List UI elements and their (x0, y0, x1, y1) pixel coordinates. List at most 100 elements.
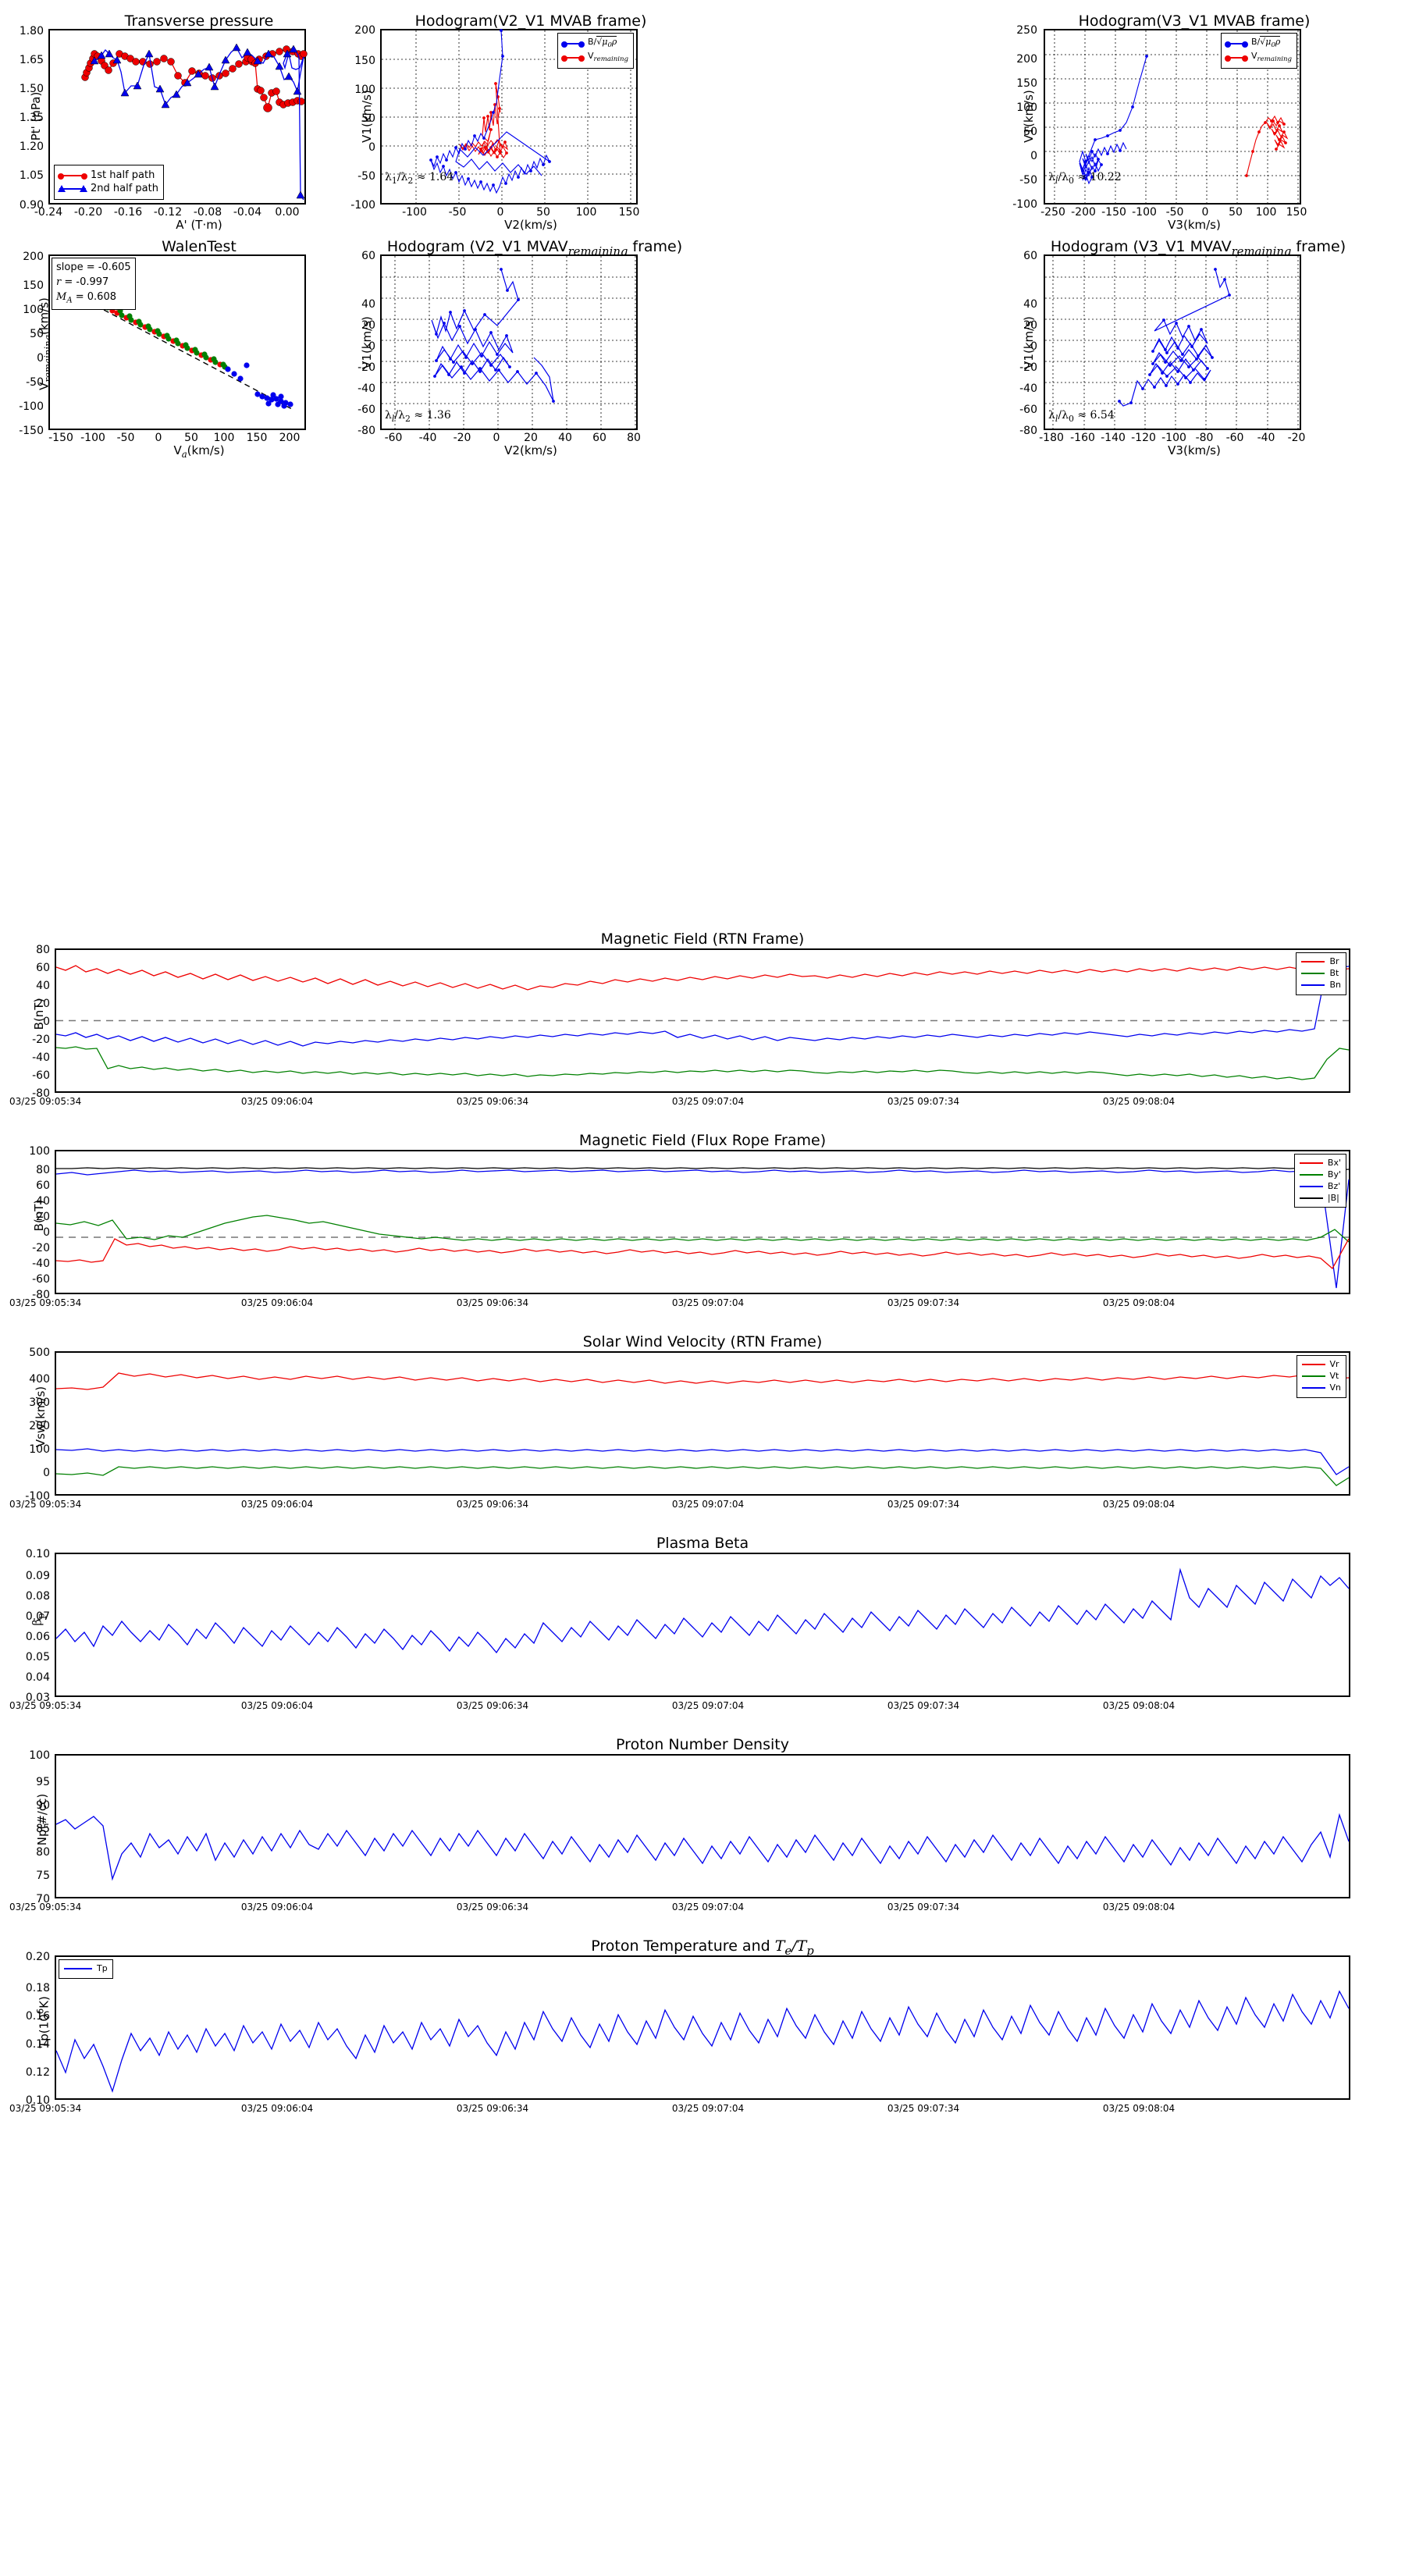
legend-marker-line (1299, 1186, 1323, 1188)
panel-title: Magnetic Field (RTN Frame) (600, 930, 805, 948)
series-bx (55, 1238, 1350, 1270)
ytick: 0.18 (25, 1982, 50, 1994)
panel-title: Proton Number Density (616, 1736, 789, 1753)
ytick: -100 (1012, 198, 1037, 211)
legend-item-2nd-half: 2nd half path (58, 182, 158, 196)
ytick: 0 (43, 1226, 50, 1239)
series-hodogram (431, 268, 555, 403)
ytick: 50 (1023, 126, 1037, 138)
ytick: -60 (357, 404, 375, 416)
legend-item-bz: Bz' (1299, 1181, 1341, 1193)
legend-item-bn: Bn (1301, 980, 1341, 991)
series-vt (55, 1466, 1350, 1486)
ytick: 70 (36, 1893, 50, 1905)
plot-area: B/√μ0ρ Vremaining λ1/λ2 ≈ 1.64 (380, 29, 638, 205)
legend-item-vremaining: Vremaining (1225, 51, 1292, 65)
series-b-alfven (429, 29, 551, 194)
ytick: 100 (23, 304, 44, 316)
time-tick: 03/25 09:05:34 (9, 1499, 82, 1510)
panel-title: Proton Temperature and Te/Tp (591, 1937, 814, 1958)
time-tick: 03/25 09:07:34 (887, 1700, 960, 1711)
time-tick: 03/25 09:06:04 (240, 1096, 314, 1107)
plot-svg (382, 256, 636, 429)
series-b-alfven (1079, 55, 1148, 185)
xtick: 20 (524, 432, 538, 444)
ytick: 200 (354, 24, 375, 37)
series-tp (55, 1990, 1350, 2094)
time-tick: 03/25 09:07:34 (887, 1297, 960, 1308)
time-tick: 03/25 09:05:34 (9, 1297, 82, 1308)
series-v-remaining (459, 82, 509, 159)
legend-item-by: By' (1299, 1169, 1341, 1181)
ytick: 150 (23, 279, 44, 292)
plot-area: 1st half path 2nd half path (48, 29, 308, 205)
ytick: 0.04 (25, 1671, 50, 1684)
legend-item-vr: Vr (1301, 1359, 1342, 1371)
series-hodogram (1118, 268, 1231, 407)
ytick: 50 (361, 112, 375, 125)
xtick: -200 (1071, 206, 1096, 219)
ytick: -50 (357, 170, 375, 183)
xtick: 150 (618, 206, 640, 219)
legend-hodogram-v2v1-mvab: B/√μ0ρ Vremaining (557, 33, 634, 69)
time-tick: 03/25 09:07:34 (887, 1499, 960, 1510)
ytick: 40 (1023, 298, 1037, 311)
series-bz (55, 1169, 1350, 1289)
time-tick: 03/25 09:07:04 (671, 1700, 745, 1711)
ytick: 0 (1030, 150, 1037, 162)
time-tick: 03/25 09:08:04 (1102, 1499, 1176, 1510)
xtick: 100 (213, 432, 235, 444)
ytick: -20 (1019, 361, 1037, 374)
series-beta (55, 1567, 1350, 1654)
legend-label-b: B/√μ0ρ (1251, 36, 1281, 50)
ytick: -80 (357, 425, 375, 437)
legend-item-b: B/√μ0ρ (1225, 36, 1292, 51)
axis-label-x: V2(km/s) (504, 443, 557, 457)
plot-svg (1045, 256, 1300, 429)
walen-stats-box: slope = -0.605 r = -0.997 MA = 0.608 (52, 258, 136, 310)
ytick: 20 (1023, 319, 1037, 332)
plot-svg (55, 1567, 1350, 1654)
legend-hodogram-v3v1-mvab: B/√μ0ρ Vremaining (1221, 33, 1297, 69)
xtick: -60 (1225, 432, 1244, 444)
ytick: 0 (1030, 340, 1037, 353)
ytick: 0 (368, 141, 375, 154)
gridlines (382, 256, 636, 429)
legend-item-vt: Vt (1301, 1371, 1342, 1382)
gridlines (1045, 256, 1300, 429)
xtick: -120 (1131, 432, 1156, 444)
ytick: 60 (1023, 250, 1037, 262)
ytick: -20 (32, 1242, 50, 1254)
xtick: -100 (80, 432, 105, 444)
ytick: 1.35 (19, 112, 44, 124)
series-bt (55, 1046, 1350, 1080)
xtick: -20 (1287, 432, 1306, 444)
ytick: 0.03 (25, 1692, 50, 1704)
ytick: 0.07 (25, 1610, 50, 1623)
xtick: 100 (1255, 206, 1277, 219)
series-vn (55, 1448, 1350, 1475)
time-tick: 03/25 09:05:34 (9, 2103, 82, 2114)
ytick: 1.05 (19, 169, 44, 182)
time-tick: 03/25 09:07:04 (671, 1096, 745, 1107)
time-tick: 03/25 09:07:04 (671, 2103, 745, 2114)
legend-item-bt: Bt (1301, 968, 1341, 980)
lambda-ratio-annotation: λl/λ0 ≈ 10.22 (1048, 171, 1122, 186)
xtick: -0.16 (113, 206, 143, 219)
ytick: 200 (1016, 53, 1037, 66)
ytick: 20 (361, 319, 375, 332)
series-2nd-half-path (90, 43, 305, 201)
ytick: 1.20 (19, 141, 44, 153)
xtick: -60 (384, 432, 403, 444)
ytick: -40 (32, 1051, 50, 1064)
legend-marker-line (1299, 1197, 1323, 1199)
series-v-remaining (1245, 115, 1289, 177)
ytick: 90 (36, 1799, 50, 1812)
time-tick: 03/25 09:07:34 (887, 1902, 960, 1912)
panel-title: Magnetic Field (Flux Rope Frame) (578, 1132, 827, 1149)
legend-marker-line (1301, 984, 1325, 987)
ytick: 0.06 (25, 1631, 50, 1643)
ytick: -40 (32, 1258, 50, 1270)
ytick: -40 (1019, 382, 1037, 395)
